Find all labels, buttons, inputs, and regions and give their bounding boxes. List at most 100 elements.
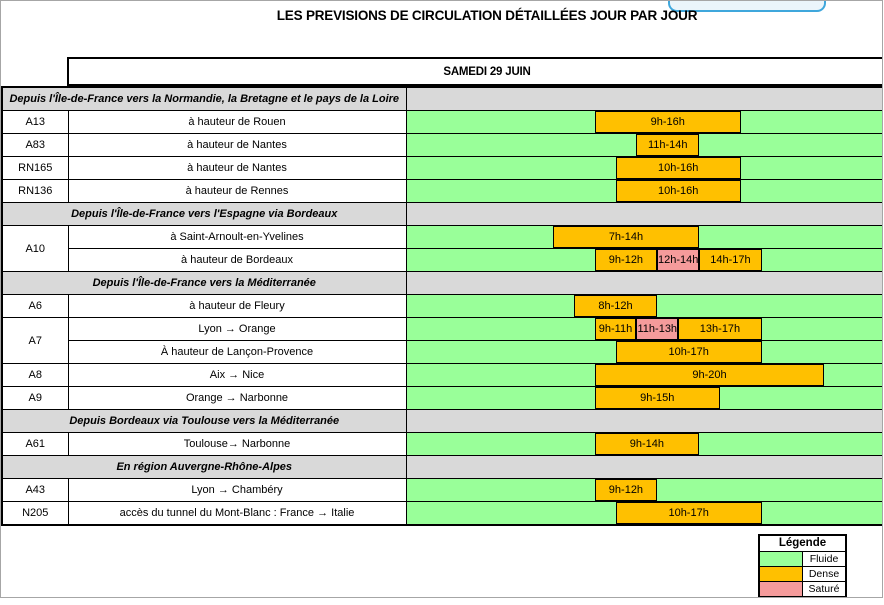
- legend-swatch: [760, 582, 803, 596]
- table-row: A9 Orange → Narbonne 9h-15h: [1, 386, 882, 410]
- timeline-cell: 9h-11h 11h-13h 13h-17h: [405, 317, 882, 341]
- location-cell: À hauteur de Lançon-Provence: [67, 340, 407, 364]
- traffic-bar: 11h-13h: [636, 318, 679, 340]
- road-cell: A8: [1, 363, 69, 387]
- table-row: A83 à hauteur de Nantes 11h-14h: [1, 133, 882, 157]
- table-row: à hauteur de Bordeaux 9h-12h 12h-14h 14h-17…: [2, 248, 882, 272]
- location-cell: à hauteur de Rennes: [67, 179, 407, 203]
- road-cell: A7: [1, 317, 69, 364]
- timeline-cell: 9h-15h: [405, 386, 882, 410]
- legend-label: Fluide: [809, 553, 839, 565]
- legend-label: Saturé: [808, 583, 840, 595]
- road-cell: A13: [1, 110, 69, 134]
- timeline-cell: 10h-16h: [405, 156, 882, 180]
- traffic-bar: 7h-14h: [552, 226, 700, 248]
- section-row: Depuis l'Île-de-France vers l'Espagne vi…: [1, 202, 882, 226]
- section-timeline-cell: [405, 409, 882, 433]
- table-row: A61 Toulouse→ Narbonne 9h-14h: [1, 432, 882, 456]
- table-row: À hauteur de Lançon-Provence 10h-17h: [2, 340, 882, 364]
- traffic-bar: 10h-17h: [615, 502, 762, 524]
- road-cell: A61: [1, 432, 69, 456]
- road-cell: RN136: [1, 179, 69, 203]
- legend-swatch: [760, 552, 803, 566]
- table-row: A8 Aix → Nice 9h-20h: [1, 363, 882, 387]
- section-label: Depuis l'Île-de-France vers l'Espagne vi…: [1, 202, 407, 226]
- timeline-cell: 8h-12h: [405, 294, 882, 318]
- timeline-cell: 7h-14h: [405, 225, 882, 249]
- traffic-bar: 10h-16h: [615, 180, 741, 202]
- location-cell: Lyon → Orange: [67, 317, 407, 341]
- table-row: A13 à hauteur de Rouen 9h-16h: [1, 110, 882, 134]
- section-row: En région Auvergne-Rhône-Alpes: [1, 455, 882, 479]
- browser-tab-remnant[interactable]: [668, 1, 826, 12]
- traffic-bar: 14h-17h: [699, 249, 762, 271]
- traffic-bar: 10h-16h: [615, 157, 741, 179]
- location-cell: à hauteur de Nantes: [67, 156, 407, 180]
- road-cell: A9: [1, 386, 69, 410]
- legend-row: Dense: [760, 566, 845, 581]
- traffic-bar: 9h-12h: [594, 249, 658, 271]
- traffic-bar: 8h-12h: [573, 295, 658, 317]
- legend-row: Fluide: [760, 552, 845, 566]
- location-cell: à hauteur de Fleury: [67, 294, 407, 318]
- location-cell: Aix → Nice: [67, 363, 407, 387]
- traffic-bar: 10h-17h: [615, 341, 762, 363]
- road-cell: N205: [1, 501, 69, 526]
- section-label: Depuis l'Île-de-France vers la Normandie…: [1, 86, 407, 111]
- forecast-table: Depuis l'Île-de-France vers la Normandie…: [1, 86, 882, 526]
- traffic-bar: 9h-15h: [594, 387, 720, 409]
- table-row: A6 à hauteur de Fleury 8h-12h: [1, 294, 882, 318]
- traffic-bar: 13h-17h: [678, 318, 762, 340]
- section-timeline-cell: [405, 455, 882, 479]
- traffic-bar: 9h-11h: [594, 318, 637, 340]
- date-header: SAMEDI 29 JUIN: [67, 57, 882, 86]
- timeline-cell: 10h-17h: [405, 501, 882, 526]
- section-label: Depuis Bordeaux via Toulouse vers la Méd…: [1, 409, 407, 433]
- section-row: Depuis l'Île-de-France vers la Méditerra…: [1, 271, 882, 295]
- table-row: A7 Lyon → Orange 9h-11h 11h-13h 13h-17h: [1, 317, 882, 364]
- location-cell: à Saint-Arnoult-en-Yvelines: [67, 225, 407, 249]
- legend: Légende Fluide Dense Saturé: [758, 534, 847, 597]
- table-row: RN165 à hauteur de Nantes 10h-16h: [1, 156, 882, 180]
- location-cell: Orange → Narbonne: [67, 386, 407, 410]
- road-cell: A10: [1, 225, 69, 272]
- legend-label: Dense: [808, 568, 840, 580]
- road-cell: A43: [1, 478, 69, 502]
- traffic-bar: 9h-12h: [594, 479, 658, 501]
- timeline-cell: 9h-16h: [405, 110, 882, 134]
- road-cell: RN165: [1, 156, 69, 180]
- timeline-cell: 9h-14h: [405, 432, 882, 456]
- section-row: Depuis l'Île-de-France vers la Normandie…: [1, 86, 882, 111]
- section-timeline-cell: [405, 271, 882, 295]
- location-cell: à hauteur de Rouen: [67, 110, 407, 134]
- legend-row: Saturé: [760, 581, 845, 596]
- timeline-cell: 10h-16h: [405, 179, 882, 203]
- timeline-cell: 9h-20h: [405, 363, 882, 387]
- section-timeline-cell: [405, 202, 882, 226]
- page-title: LES PREVISIONS DE CIRCULATION DÉTAILLÉES…: [276, 8, 698, 23]
- table-row: A43 Lyon → Chambéry 9h-12h: [1, 478, 882, 502]
- traffic-bar: 9h-16h: [594, 111, 741, 133]
- location-cell: Toulouse→ Narbonne: [67, 432, 407, 456]
- traffic-bar: 9h-14h: [594, 433, 700, 455]
- location-cell: à hauteur de Bordeaux: [67, 248, 407, 272]
- timeline-cell: 10h-17h: [405, 340, 882, 364]
- location-cell: à hauteur de Nantes: [67, 133, 407, 157]
- section-label: Depuis l'Île-de-France vers la Méditerra…: [1, 271, 407, 295]
- timeline-cell: 11h-14h: [405, 133, 882, 157]
- timeline-cell: 9h-12h: [405, 478, 882, 502]
- section-row: Depuis Bordeaux via Toulouse vers la Méd…: [1, 409, 882, 433]
- timeline-cell: 9h-12h 12h-14h 14h-17h: [405, 248, 882, 272]
- legend-title: Légende: [760, 536, 845, 552]
- road-cell: A6: [1, 294, 69, 318]
- section-timeline-cell: [405, 86, 882, 111]
- traffic-bar: 11h-14h: [636, 134, 700, 156]
- traffic-bar: 9h-20h: [594, 364, 825, 386]
- location-cell: Lyon → Chambéry: [67, 478, 407, 502]
- traffic-bar: 12h-14h: [657, 249, 700, 271]
- table-row: A10 à Saint-Arnoult-en-Yvelines 7h-14h: [1, 225, 882, 272]
- road-cell: A83: [1, 133, 69, 157]
- table-row: RN136 à hauteur de Rennes 10h-16h: [1, 179, 882, 203]
- location-cell: accès du tunnel du Mont-Blanc : France →…: [67, 501, 407, 526]
